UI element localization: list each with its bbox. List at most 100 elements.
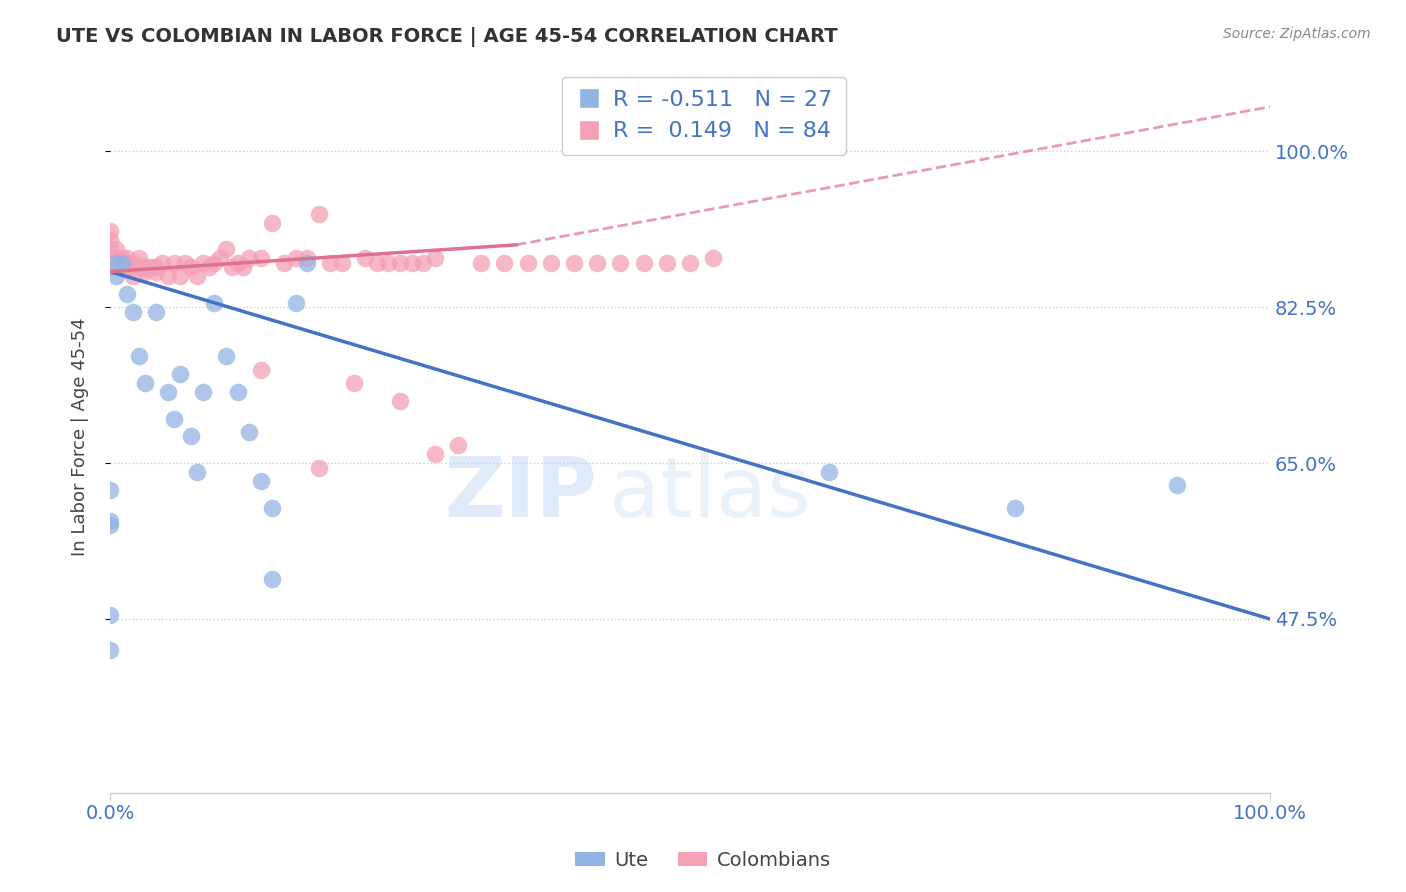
Point (128, 251, 150, 265)
Point (389, 393, 412, 408)
Point (104, 242, 127, 256)
Point (679, 255, 702, 269)
Point (562, 255, 585, 269)
Point (343, 376, 366, 390)
Point (98, 518, 121, 533)
Point (250, 474, 273, 488)
Point (186, 465, 208, 479)
Point (145, 264, 167, 278)
Text: ZIP: ZIP (444, 453, 598, 534)
Text: UTE VS COLOMBIAN IN LABOR FORCE | AGE 45-54 CORRELATION CHART: UTE VS COLOMBIAN IN LABOR FORCE | AGE 45… (56, 27, 838, 46)
Point (157, 384, 180, 399)
Point (412, 255, 434, 269)
Legend: R = -0.511   N = 27, R =  0.149   N = 84: R = -0.511 N = 27, R = 0.149 N = 84 (562, 77, 845, 154)
Point (226, 384, 249, 399)
Point (238, 251, 260, 265)
Point (117, 260, 139, 274)
Point (111, 255, 134, 269)
Point (447, 438, 470, 452)
Point (122, 260, 145, 274)
Y-axis label: In Labor Force | Age 45-54: In Labor Force | Age 45-54 (72, 317, 89, 556)
Point (134, 376, 156, 390)
Point (134, 264, 156, 278)
Point (122, 255, 145, 269)
Point (204, 295, 226, 310)
Point (297, 255, 319, 269)
Point (111, 251, 134, 265)
Point (122, 304, 145, 318)
Point (423, 447, 446, 461)
Point (215, 242, 238, 256)
Point (104, 255, 127, 269)
Point (377, 255, 399, 269)
Point (221, 260, 243, 274)
Point (1166, 478, 1188, 492)
Point (117, 251, 139, 265)
Point (308, 207, 330, 221)
Point (633, 255, 655, 269)
Text: Source: ZipAtlas.com: Source: ZipAtlas.com (1223, 27, 1371, 41)
Point (98, 607, 121, 622)
Point (354, 251, 377, 265)
Point (98, 255, 121, 269)
Point (163, 411, 186, 425)
Point (226, 255, 249, 269)
Point (98, 483, 121, 497)
Point (98, 260, 121, 274)
Point (297, 251, 319, 265)
Point (262, 572, 284, 586)
Point (250, 251, 273, 265)
Point (98, 225, 121, 239)
Text: atlas: atlas (609, 453, 811, 534)
Point (180, 260, 202, 274)
Point (215, 349, 238, 363)
Point (308, 460, 330, 475)
Point (516, 255, 538, 269)
Point (586, 255, 609, 269)
Point (122, 268, 145, 283)
Point (128, 349, 150, 363)
Point (98, 251, 121, 265)
Point (250, 362, 273, 376)
Point (702, 251, 724, 265)
Point (540, 255, 562, 269)
Point (209, 251, 232, 265)
Point (204, 255, 226, 269)
Point (470, 255, 492, 269)
Point (128, 260, 150, 274)
Point (366, 255, 388, 269)
Point (284, 251, 307, 265)
Point (117, 286, 139, 301)
Point (169, 268, 191, 283)
Point (191, 255, 214, 269)
Point (98, 234, 121, 248)
Point (169, 367, 191, 381)
Point (197, 260, 219, 274)
Point (238, 425, 260, 439)
Point (262, 216, 284, 230)
Point (401, 255, 423, 269)
Point (157, 268, 180, 283)
Point (180, 429, 202, 443)
Point (319, 255, 342, 269)
Point (174, 255, 197, 269)
Point (389, 255, 412, 269)
Point (104, 260, 127, 274)
Point (609, 255, 631, 269)
Point (163, 255, 186, 269)
Point (145, 260, 167, 274)
Point (150, 255, 173, 269)
Point (117, 255, 139, 269)
Point (818, 465, 841, 479)
Point (284, 295, 307, 310)
Point (139, 260, 162, 274)
Point (111, 255, 134, 269)
Point (494, 255, 516, 269)
Point (186, 268, 208, 283)
Point (273, 255, 295, 269)
Point (104, 268, 127, 283)
Point (98, 514, 121, 528)
Point (655, 255, 678, 269)
Point (1004, 500, 1026, 515)
Point (104, 251, 127, 265)
